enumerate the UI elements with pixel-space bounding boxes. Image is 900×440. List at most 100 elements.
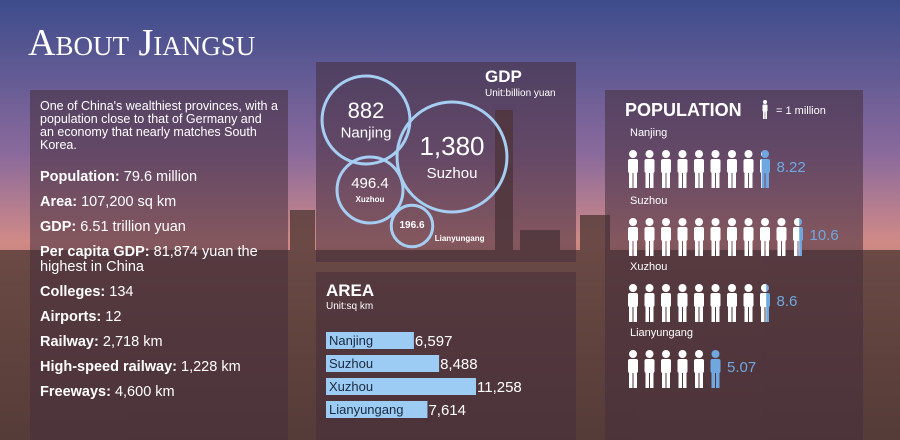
icon-leg	[749, 306, 753, 322]
fact: Population: 79.6 million	[40, 170, 278, 185]
icon-leg	[695, 172, 699, 188]
fact: Per capita GDP: 81,874 yuan the highest …	[40, 245, 278, 275]
icon-head	[711, 218, 720, 226]
fact-value: 12	[105, 309, 122, 325]
icon-part	[760, 284, 767, 322]
value-label: 196.6	[399, 220, 424, 231]
category-label: Nanjing	[630, 127, 667, 139]
fact-label: Population:	[40, 169, 120, 185]
icon-body	[628, 359, 638, 373]
icon-part	[760, 151, 762, 188]
value-label: 1,380	[419, 131, 484, 161]
icon-leg	[798, 240, 802, 256]
icon-leg	[695, 306, 699, 322]
icon-leg	[699, 240, 703, 256]
icon-leg	[732, 240, 736, 256]
icon-leg	[666, 372, 670, 388]
icon-head	[662, 350, 670, 358]
icon-body	[727, 159, 737, 173]
category-label: Nanjing	[341, 125, 392, 142]
fact-value: 134	[109, 284, 134, 300]
icon-body	[760, 293, 767, 307]
icon-head	[629, 284, 637, 292]
value-label: 10.6	[810, 227, 839, 244]
icon-body	[743, 293, 754, 307]
icon-body	[677, 159, 688, 173]
icon-leg	[728, 240, 732, 256]
icon-leg	[645, 372, 649, 388]
icon-leg	[650, 172, 654, 188]
icon-leg	[761, 172, 765, 188]
icon-leg	[744, 240, 748, 256]
icon-leg	[765, 306, 769, 322]
icon-body	[661, 227, 671, 241]
icon-leg	[794, 240, 798, 256]
icon-head	[629, 350, 637, 358]
icon-body	[727, 293, 737, 307]
icon-row	[628, 218, 803, 256]
fact-label: Airports:	[40, 309, 102, 325]
icon-body	[694, 159, 704, 173]
icon-leg	[716, 306, 720, 322]
icon-head	[711, 350, 720, 358]
icon-leg	[782, 240, 786, 256]
icon-body	[793, 227, 800, 241]
fact-label: GDP:	[40, 219, 77, 235]
icon-head	[761, 150, 769, 158]
icon-leg	[763, 111, 765, 119]
category-label: Nanjing	[329, 333, 373, 348]
fact: High-speed railway: 1,228 km	[40, 360, 278, 375]
icon-body	[644, 227, 655, 241]
chart-title: POPULATION	[625, 100, 742, 120]
icon-leg	[798, 240, 800, 256]
icon-body	[644, 359, 655, 373]
icon-leg	[744, 172, 748, 188]
fact-value: 79.6 million	[123, 169, 198, 185]
fact-label: Railway:	[40, 334, 99, 350]
icon-leg	[711, 172, 715, 188]
icon-leg	[662, 372, 666, 388]
category-label: Xuzhou	[356, 195, 385, 204]
icon-head	[678, 284, 687, 292]
icon-head	[662, 150, 670, 158]
icon-leg	[629, 240, 633, 256]
icon-head	[744, 150, 753, 158]
icon-leg	[633, 306, 637, 322]
fact: Area: 107,200 sq km	[40, 195, 278, 210]
fact: GDP: 6.51 trillion yuan	[40, 220, 278, 235]
icon-body	[776, 227, 787, 241]
icon-head	[728, 150, 736, 158]
icon-leg	[662, 240, 666, 256]
icon-leg	[716, 372, 720, 388]
icon-leg	[650, 372, 654, 388]
icon-head	[744, 218, 753, 226]
icon-head	[761, 218, 769, 226]
icon-leg	[765, 306, 767, 322]
icon-leg	[662, 306, 666, 322]
icon-leg	[699, 306, 703, 322]
icon-leg	[732, 172, 736, 188]
icon-body	[661, 159, 671, 173]
icon-row	[628, 150, 770, 188]
icon-body	[628, 293, 638, 307]
icon-leg	[711, 240, 715, 256]
icon-head	[662, 218, 670, 226]
icon-leg	[711, 306, 715, 322]
bubble	[335, 155, 405, 225]
value-label: 8,488	[440, 356, 478, 373]
icon-leg	[728, 172, 732, 188]
icon-leg	[683, 240, 687, 256]
icon-body	[762, 104, 768, 112]
icon-body	[628, 159, 638, 173]
bar	[326, 332, 414, 349]
fact: Colleges: 134	[40, 285, 278, 300]
intro: One of China's wealthiest provinces, wit…	[40, 99, 278, 152]
icon-head	[645, 150, 654, 158]
bar	[326, 355, 440, 372]
fact-value: 1,228 km	[181, 359, 241, 375]
icon-leg	[629, 372, 633, 388]
fact-value: 2,718 km	[102, 334, 163, 350]
icon-head	[645, 284, 654, 292]
icon-leg	[666, 172, 670, 188]
icon-head	[662, 284, 670, 292]
